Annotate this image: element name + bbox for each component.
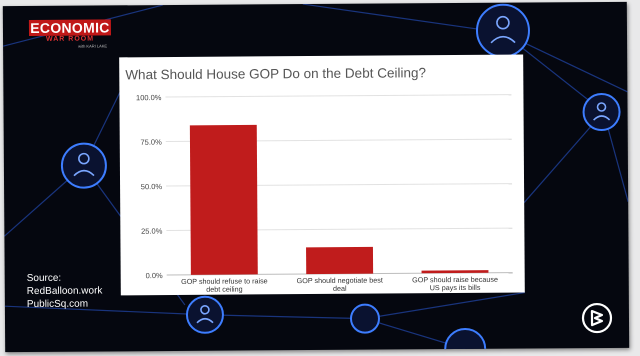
logo-text-host: with KARI LAKE bbox=[78, 43, 108, 49]
rumble-logo-icon bbox=[581, 302, 613, 334]
x-tick-label: GOP should raise because bbox=[412, 275, 498, 285]
y-tick-label: 50.0% bbox=[141, 182, 163, 191]
video-frame: ECONOMIC WAR ROOM with KARI LAKE What Sh… bbox=[2, 1, 630, 353]
y-tick-label: 75.0% bbox=[140, 138, 162, 147]
source-block: Source: RedBalloon.work PublicSq.com bbox=[27, 271, 103, 311]
x-tick-label: deal bbox=[333, 284, 347, 293]
logo-text-main: ECONOMIC bbox=[28, 19, 112, 37]
source-line-1: RedBalloon.work bbox=[26, 285, 103, 298]
source-label: Source: bbox=[26, 272, 62, 285]
x-tick-label: US pays its bills bbox=[430, 283, 481, 292]
x-tick-label: GOP should negotiate best bbox=[297, 276, 383, 286]
bar bbox=[306, 246, 374, 275]
x-tick-label: debt ceiling bbox=[206, 285, 242, 294]
network-people-icon bbox=[2, 3, 629, 353]
y-tick-label: 25.0% bbox=[141, 227, 163, 236]
x-tick-label: GOP should refuse to raise bbox=[181, 276, 268, 286]
y-tick-label: 0.0% bbox=[146, 271, 163, 280]
gridline bbox=[165, 94, 512, 98]
chart-card: What Should House GOP Do on the Debt Cei… bbox=[119, 54, 525, 296]
economic-war-room-logo: ECONOMIC WAR ROOM with KARI LAKE bbox=[28, 19, 112, 50]
bar bbox=[421, 270, 489, 274]
bar-chart: 0.0% 25.0% 50.0% 75.0% 100.0% GOP should refu… bbox=[136, 93, 513, 294]
y-tick-label: 100.0% bbox=[136, 93, 162, 102]
bar bbox=[189, 124, 258, 275]
source-line-2: PublicSq.com bbox=[26, 298, 89, 311]
